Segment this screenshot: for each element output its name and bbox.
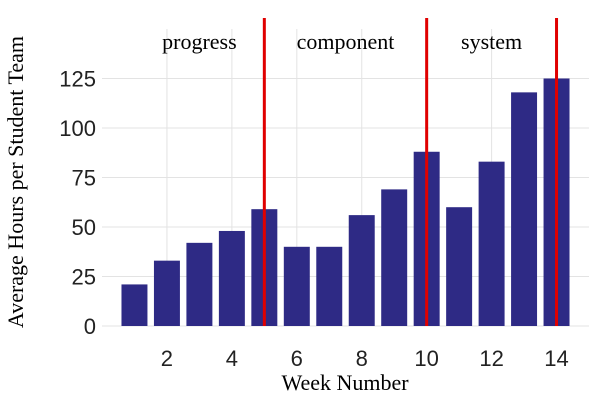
y-axis-ticks: 0 25 50 75 100 125 — [59, 67, 96, 340]
phase-label-system: system — [461, 29, 522, 54]
y-tick-label: 25 — [72, 265, 96, 290]
bar-week-6 — [283, 246, 310, 326]
x-tick-label: 8 — [356, 346, 368, 371]
y-tick-label: 100 — [59, 116, 96, 141]
y-axis-label: Average Hours per Student Team — [3, 36, 28, 328]
x-tick-label: 4 — [226, 346, 238, 371]
x-axis-label: Week Number — [281, 370, 409, 394]
bar-week-8 — [348, 215, 375, 326]
phase-divider-lines — [262, 18, 559, 326]
bar-week-9 — [381, 189, 408, 326]
bar-week-3 — [186, 242, 213, 326]
grid-lines — [102, 29, 589, 327]
x-tick-label: 14 — [544, 346, 568, 371]
bar-week-2 — [153, 260, 180, 326]
phase-label-component: component — [297, 29, 395, 54]
x-axis-ticks: 2 4 6 8 10 12 14 — [161, 346, 569, 371]
bar-week-1 — [121, 284, 148, 326]
bar-week-13 — [511, 92, 538, 326]
x-tick-label: 12 — [479, 346, 503, 371]
bar-week-7 — [316, 246, 343, 326]
y-tick-label: 0 — [84, 314, 96, 339]
x-tick-label: 2 — [161, 346, 173, 371]
y-tick-label: 50 — [72, 215, 96, 240]
bar-week-12 — [478, 161, 505, 326]
y-tick-label: 75 — [72, 166, 96, 191]
phase-label-progress: progress — [162, 29, 237, 54]
phase-labels: progress component system — [162, 29, 522, 54]
x-tick-label: 10 — [414, 346, 438, 371]
bar-week-4 — [218, 230, 245, 326]
y-tick-label: 125 — [59, 67, 96, 92]
x-tick-label: 6 — [291, 346, 303, 371]
bar-week-11 — [446, 207, 473, 326]
